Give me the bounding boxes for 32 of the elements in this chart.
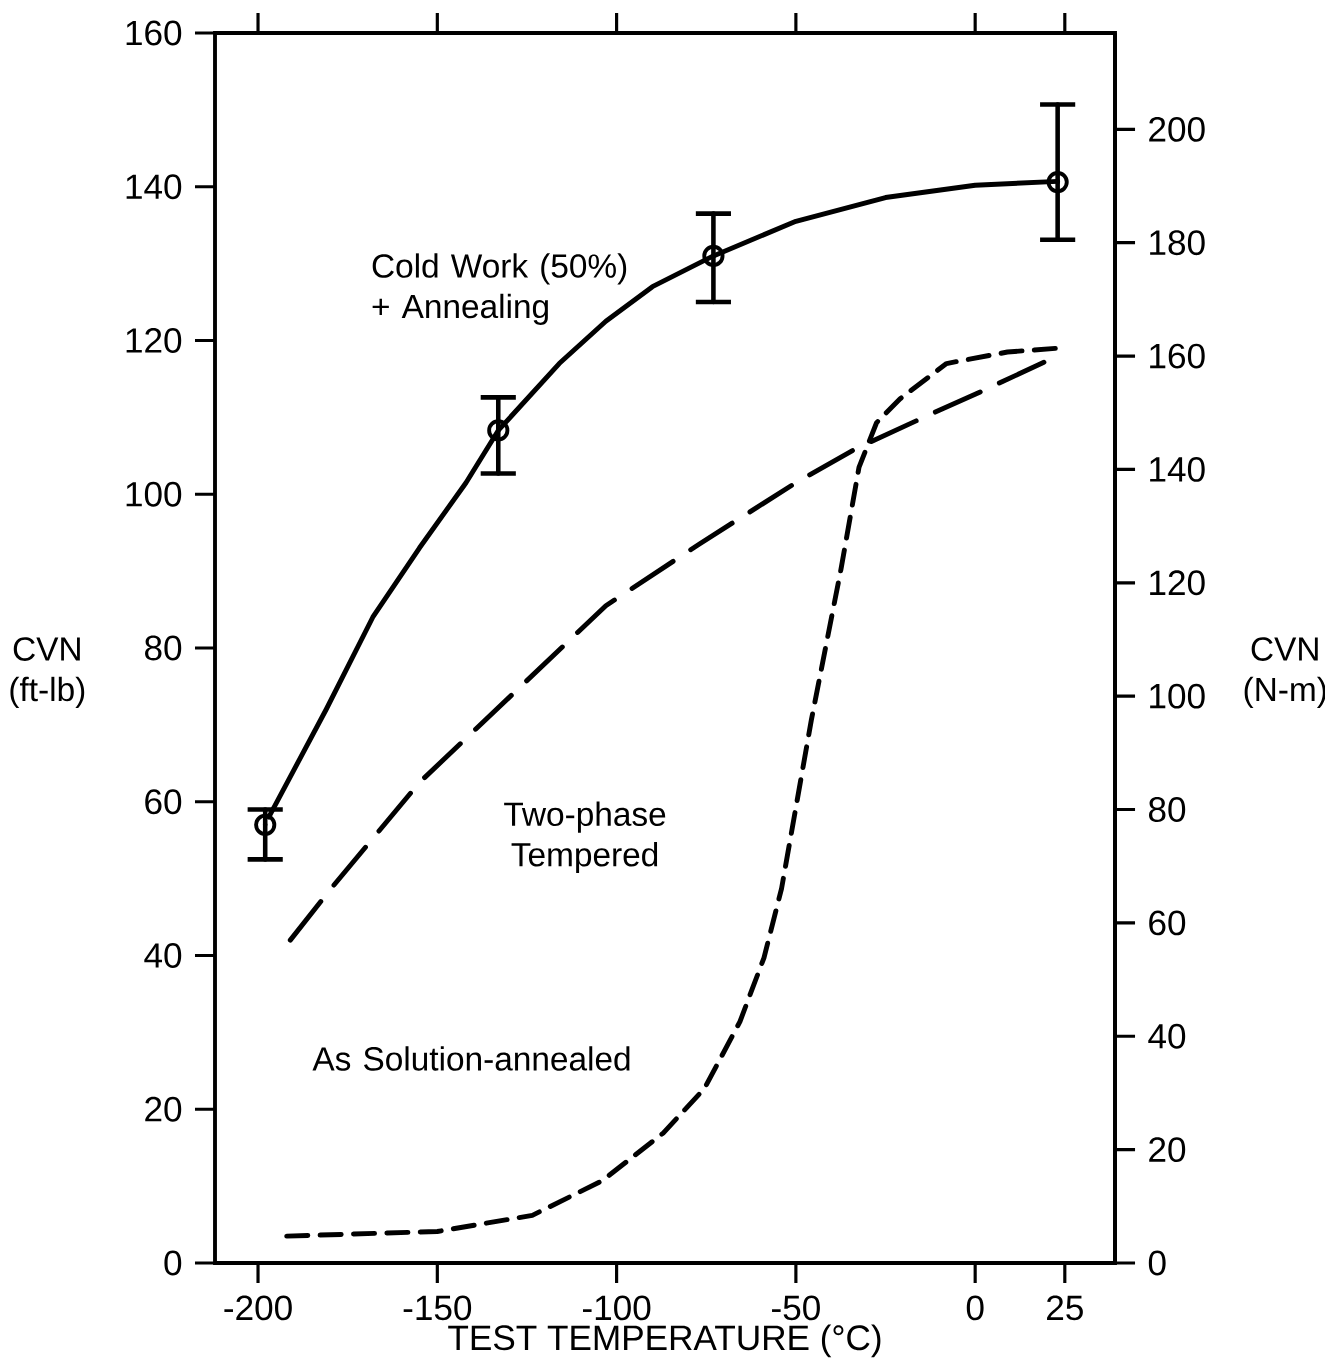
x-tick-label: -50: [772, 1295, 820, 1321]
y2-tick-label: 140: [1150, 457, 1205, 482]
x-tick-label: 25: [1047, 1295, 1083, 1321]
y-tick-label: 140: [126, 174, 182, 200]
y-tick-label: 160: [126, 20, 182, 46]
y2-tick-label: 20: [1149, 1137, 1186, 1163]
x-tick-label: -150: [403, 1295, 472, 1321]
y-tick-label: 20: [145, 1096, 182, 1122]
y2-tick-label: 0: [1148, 1250, 1166, 1276]
y-tick-label: 80: [145, 635, 182, 661]
text: As Solution-annealed: [312, 1046, 630, 1071]
y2-tick-label: 60: [1149, 910, 1186, 936]
y-axis-title: CVN (ft-lb): [10, 637, 85, 708]
y2-tick-label: 80: [1148, 797, 1186, 822]
y2-tick-label: 40: [1148, 1023, 1186, 1049]
y2-axis-title: CVN (N-m): [1244, 637, 1325, 708]
y2-tick-label: 100: [1150, 683, 1205, 709]
x-tick-label: 0: [966, 1295, 984, 1321]
y-tick-label: 40: [144, 943, 182, 968]
y-tick-label: 120: [126, 328, 182, 353]
y-tick-label: 60: [145, 789, 182, 815]
x-tick-label: -200: [224, 1295, 292, 1321]
x-tick-label: -100: [582, 1295, 651, 1321]
series-label: Cold Work (50%) + Annealing: [372, 253, 627, 325]
y2-tick-label: 200: [1149, 116, 1205, 142]
text: Two-phase Tempered: [504, 801, 666, 874]
y-tick-label: 100: [126, 481, 182, 507]
y2-tick-label: 180: [1150, 230, 1205, 256]
x-axis-title: TEST TEMPERATURE (°C): [448, 1324, 881, 1358]
y2-tick-label: 160: [1150, 343, 1205, 369]
y-tick-label: 0: [164, 1250, 182, 1276]
y2-tick-label: 120: [1150, 570, 1205, 596]
